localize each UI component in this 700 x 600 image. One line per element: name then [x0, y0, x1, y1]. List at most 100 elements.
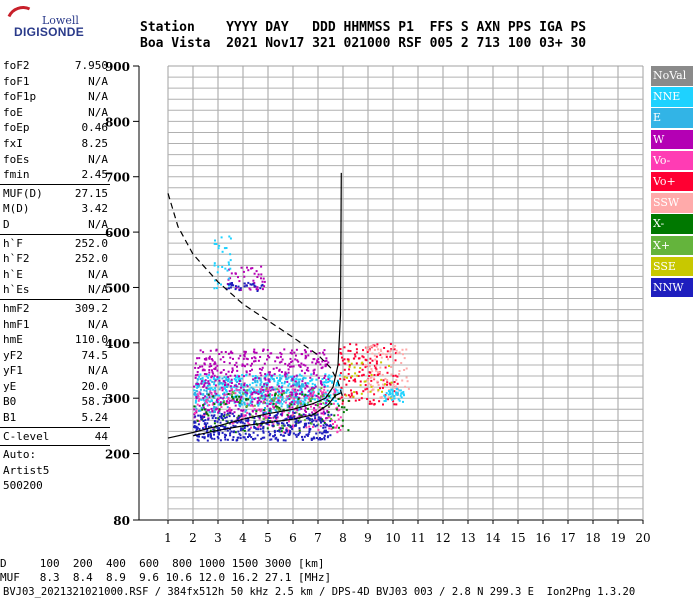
echo-point — [241, 421, 244, 424]
echo-point — [205, 373, 208, 376]
echo-point — [348, 380, 351, 382]
echo-point — [218, 427, 221, 430]
echo-point — [384, 400, 387, 402]
echo-point — [330, 417, 333, 420]
legend-item-vo: Vo- — [651, 150, 693, 171]
echo-point — [195, 425, 198, 428]
echo-point — [370, 345, 373, 348]
echo-point — [210, 414, 213, 417]
echo-point — [213, 287, 216, 290]
echo-point — [239, 396, 242, 399]
echo-point — [225, 377, 228, 380]
echo-point — [253, 388, 255, 391]
echo-point — [257, 393, 260, 395]
param-value: N/A — [88, 317, 108, 331]
legend-item-w: W — [651, 129, 693, 150]
echo-point — [355, 343, 358, 346]
echo-point — [218, 408, 221, 411]
echo-point — [257, 404, 260, 407]
echo-point — [291, 349, 293, 352]
echo-point — [225, 416, 228, 419]
echo-point — [262, 414, 265, 417]
echo-point — [303, 349, 306, 352]
echo-point — [288, 417, 291, 420]
echo-point — [321, 360, 324, 363]
echo-point — [245, 384, 248, 386]
echo-point — [279, 351, 282, 354]
echo-point — [263, 384, 265, 387]
echo-point — [225, 390, 228, 393]
echo-point — [268, 417, 270, 419]
echo-point — [294, 411, 297, 414]
param-label: hmE — [3, 333, 23, 347]
echo-point — [280, 427, 282, 430]
echo-point — [236, 421, 239, 424]
echo-point — [229, 381, 232, 384]
echo-point — [311, 397, 313, 400]
echo-point — [243, 382, 246, 385]
echo-point — [228, 399, 231, 402]
echo-point — [333, 388, 336, 391]
echo-point — [369, 390, 372, 393]
echo-point — [369, 400, 372, 403]
echo-point — [203, 383, 206, 386]
echo-point — [395, 349, 398, 352]
echo-point — [263, 401, 266, 404]
echo-point — [248, 388, 251, 391]
echo-point — [371, 352, 374, 355]
echo-point — [372, 399, 375, 402]
parameter-panel: foF2 7.950 foF1 N/A foF1p N/A foE N/A foEp 0.46 fx… — [0, 58, 112, 494]
echo-point — [203, 381, 206, 384]
echo-point — [236, 394, 239, 397]
echo-point — [292, 410, 295, 413]
echo-point — [326, 410, 329, 412]
echo-point — [331, 419, 333, 422]
echo-point — [341, 425, 344, 428]
echo-point — [265, 411, 267, 414]
echo-point — [224, 403, 227, 406]
echo-point — [292, 432, 295, 435]
echo-point — [340, 386, 343, 389]
echo-point — [311, 388, 314, 391]
echo-point — [383, 394, 386, 397]
echo-point — [201, 436, 204, 439]
echo-point — [262, 349, 264, 352]
echo-point — [232, 284, 235, 287]
echo-point — [208, 365, 211, 368]
echo-point — [341, 419, 344, 422]
echo-point — [399, 389, 402, 392]
echo-point — [229, 267, 232, 270]
echo-point — [230, 409, 233, 411]
echo-point — [205, 358, 208, 361]
d-muf-table: D 100 200 400 600 800 1000 1500 3000 [km… — [0, 557, 331, 585]
echo-point — [246, 363, 249, 366]
echo-point — [308, 396, 311, 399]
echo-point — [297, 433, 300, 435]
echo-point — [297, 402, 300, 405]
echo-point — [286, 404, 289, 407]
echo-point — [319, 437, 321, 439]
echo-point — [385, 392, 388, 395]
echo-point — [246, 405, 248, 407]
x-tick-label: 17 — [560, 531, 575, 545]
echo-point — [212, 427, 215, 430]
echo-point — [308, 418, 311, 420]
legend-item-ssw: SSW — [651, 193, 693, 213]
x-tick-label: 16 — [535, 531, 550, 545]
echo-point — [250, 426, 252, 429]
echo-point — [193, 393, 196, 396]
echo-point — [288, 403, 291, 406]
param-row: MUF(D) 27.15 — [0, 186, 112, 202]
echo-point — [305, 384, 308, 387]
echo-point — [308, 413, 311, 416]
echo-point — [395, 392, 398, 395]
echo-point — [281, 427, 284, 430]
echo-point — [280, 371, 283, 373]
echo-point — [316, 359, 319, 362]
echo-point — [292, 378, 295, 381]
echo-point — [307, 422, 310, 425]
echo-point — [276, 412, 279, 415]
echo-point — [348, 368, 351, 371]
echo-point — [368, 349, 371, 352]
param-label: MUF(D) — [3, 186, 43, 200]
